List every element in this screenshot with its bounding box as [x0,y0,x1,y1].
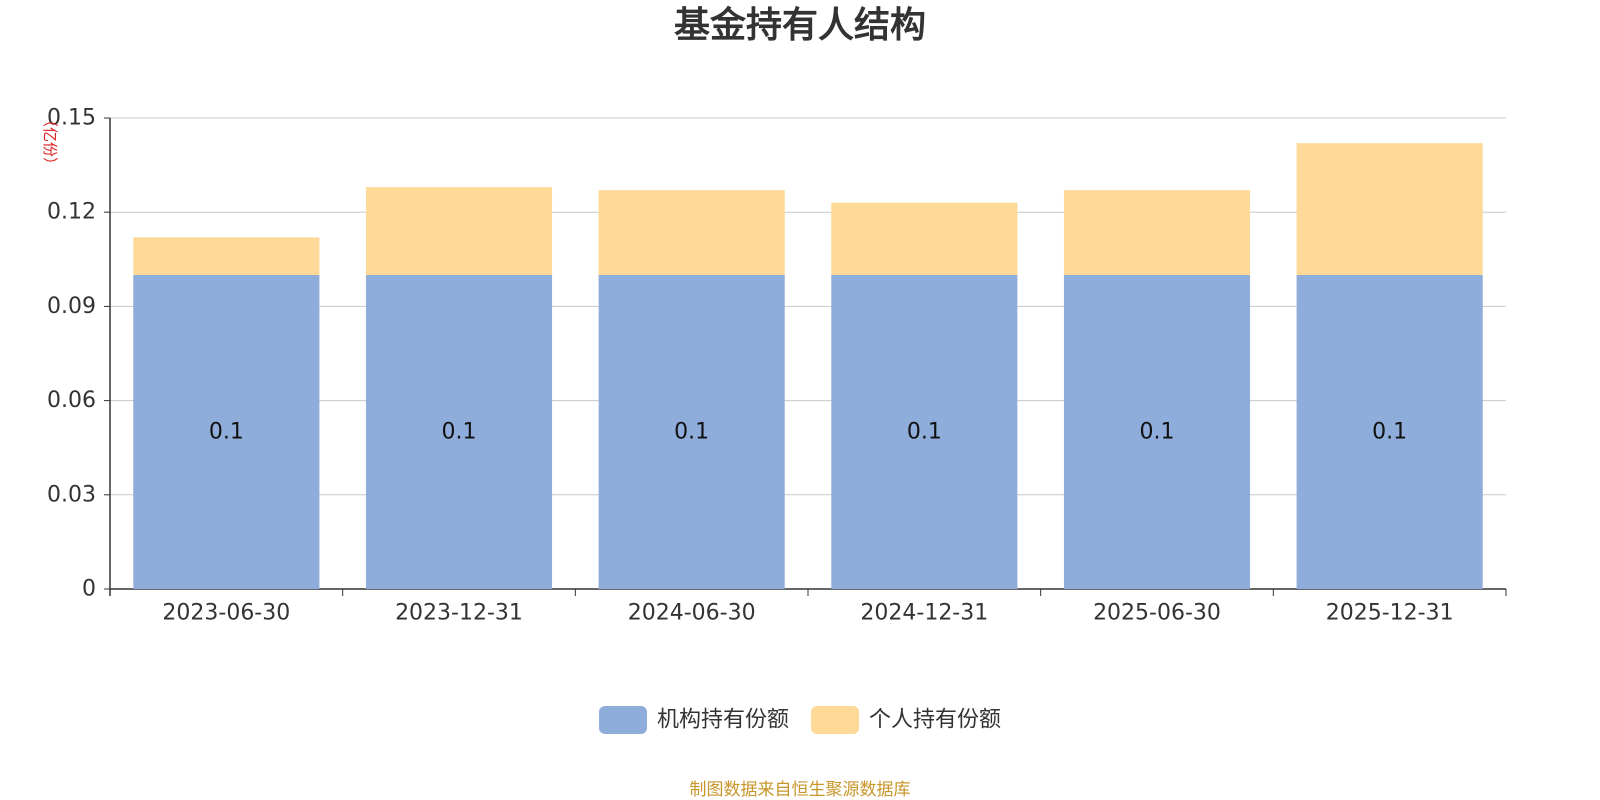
y-axis-unit-label: （亿份） [41,112,59,172]
legend-label: 机构持有份额 [657,708,789,733]
legend-swatch-individual [811,706,859,734]
bar-individual-2025-06-30 [1063,190,1251,275]
data-label: 0.1 [209,420,244,445]
bar-institutional-2023-06-30 [133,275,320,589]
y-tick-label: 0 [82,577,96,602]
y-tick-label: 0.09 [47,294,96,319]
bar-individual-2024-06-30 [598,190,785,275]
bar-individual-2023-06-30 [133,237,320,275]
bar-individual-2025-12-31 [1296,143,1483,275]
data-label: 0.1 [442,420,477,445]
bar-institutional-2023-12-31 [365,275,553,589]
y-tick-label: 0.03 [47,482,96,507]
x-tick-label: 2023-06-30 [162,601,290,626]
bar-individual-2023-12-31 [365,187,553,275]
y-tick-label: 0.06 [47,388,96,413]
y-tick-label: 0.12 [47,200,96,225]
y-tick-label: 0.15 [47,106,96,131]
x-tick-label: 2025-12-31 [1326,601,1454,626]
bar-individual-2024-12-31 [831,202,1018,275]
data-source-note: 制图数据来自恒生聚源数据库 [689,780,911,800]
data-label: 0.1 [1372,420,1407,445]
x-tick-label: 2023-12-31 [395,601,523,626]
bar-institutional-2025-06-30 [1063,275,1251,589]
chart-title: 基金持有人结构 [673,5,926,46]
data-label: 0.1 [674,420,709,445]
legend-label: 个人持有份额 [869,708,1001,733]
x-tick-label: 2024-12-31 [860,601,988,626]
bar-institutional-2024-12-31 [831,275,1018,589]
x-tick-label: 2024-06-30 [628,601,756,626]
bar-institutional-2025-12-31 [1296,275,1483,589]
data-label: 0.1 [1140,420,1175,445]
data-label: 0.1 [907,420,942,445]
bar-institutional-2024-06-30 [598,275,785,589]
x-tick-label: 2025-06-30 [1093,601,1221,626]
legend-swatch-institutional [599,706,647,734]
